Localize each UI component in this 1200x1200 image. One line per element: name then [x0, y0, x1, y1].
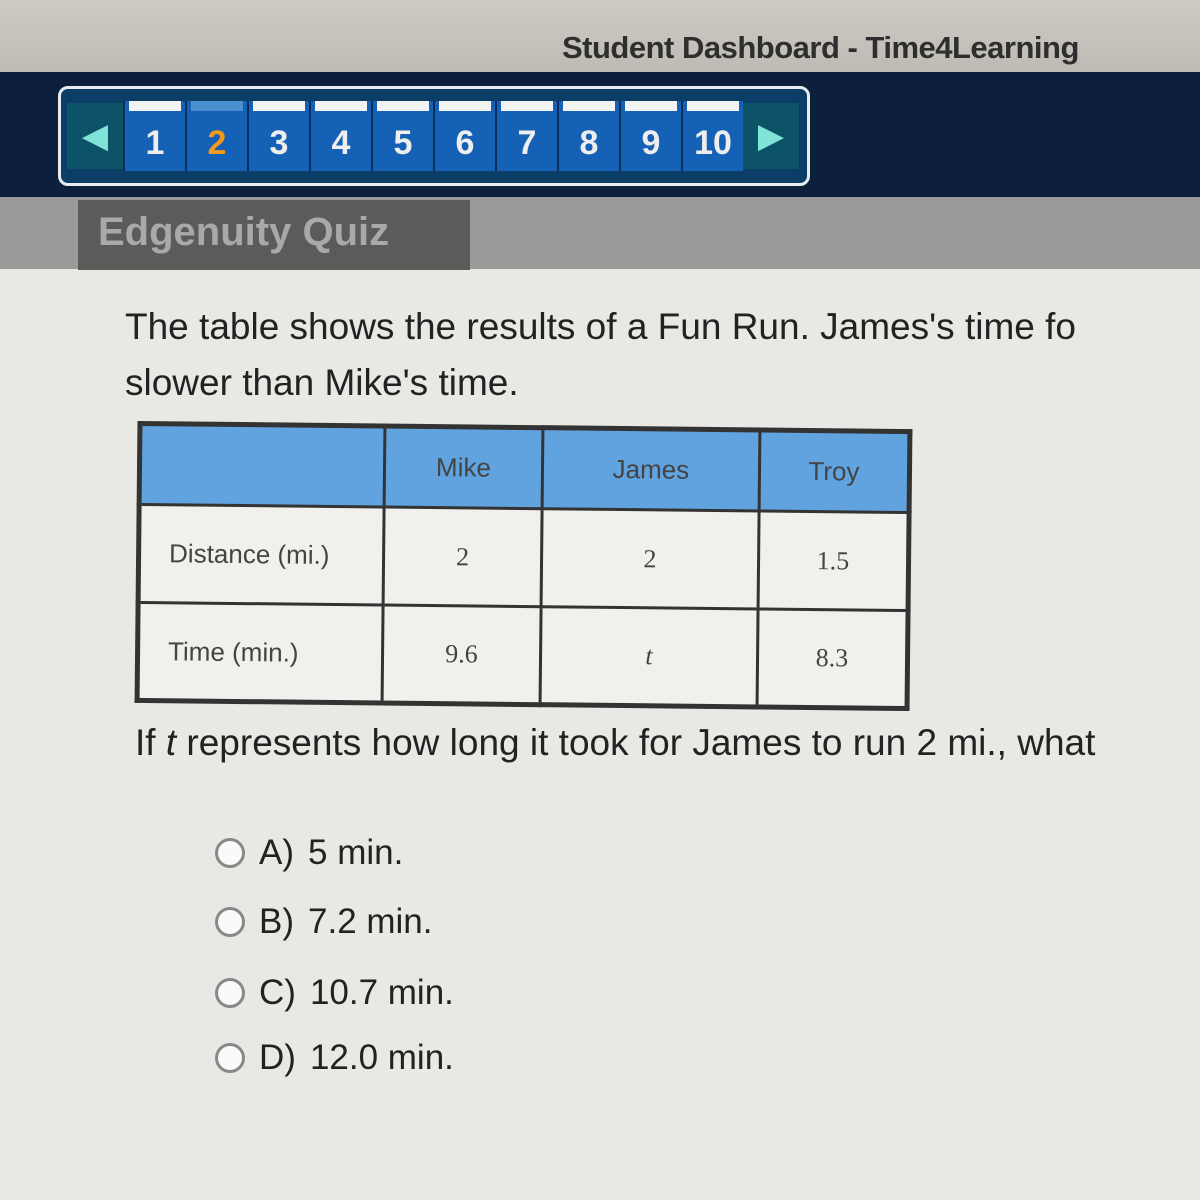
option-c[interactable]: C) 10.7 min. [215, 973, 454, 1013]
option-text: 7.2 min. [308, 902, 433, 941]
header-cell [139, 423, 385, 508]
page-button[interactable]: 6 [433, 101, 495, 171]
header-cell: James [541, 427, 760, 512]
page-button-current[interactable]: 2 [185, 101, 247, 171]
header-cell: Mike [384, 426, 543, 509]
prompt-line-2: slower than Mike's time. [125, 362, 519, 403]
table-cell: 2 [540, 508, 759, 610]
results-table: Mike James Troy Distance (mi.) 2 2 1.5 T… [134, 420, 913, 712]
page-button[interactable]: 9 [619, 101, 681, 171]
table-cell: 1.5 [757, 511, 910, 611]
option-text: 12.0 min. [309, 1038, 454, 1077]
page-button[interactable]: 1 [123, 101, 185, 171]
table-cell: 8.3 [756, 609, 909, 709]
header-cell: Troy [758, 429, 910, 513]
option-letter: C) [259, 973, 296, 1012]
question-variable: t [165, 722, 177, 763]
option-letter: D) [259, 1038, 296, 1077]
table-row: Time (min.) 9.6 t 8.3 [137, 602, 909, 709]
radio-button[interactable] [215, 838, 245, 868]
page-button[interactable]: 8 [557, 101, 619, 171]
prompt-line-1: The table shows the results of a Fun Run… [125, 306, 1076, 347]
option-d[interactable]: D) 12.0 min. [215, 1038, 454, 1078]
window-title: Student Dashboard - Time4Learning [562, 30, 1079, 65]
page-button[interactable]: 3 [247, 101, 309, 171]
table-row: Distance (mi.) 2 2 1.5 [138, 504, 910, 611]
row-label: Time (min.) [137, 602, 384, 704]
prev-arrow-icon[interactable]: ◀ [67, 103, 123, 169]
question-rest: represents how long it took for James to… [176, 722, 1096, 763]
option-letter: B) [259, 902, 294, 941]
option-b[interactable]: B) 7.2 min. [215, 902, 433, 942]
table-cell: 9.6 [382, 605, 541, 705]
radio-button[interactable] [215, 978, 245, 1008]
quiz-title: Edgenuity Quiz [78, 200, 470, 270]
question-pager: ◀ 1 2 3 4 5 6 7 8 9 10 ▶ [58, 86, 810, 186]
table-cell: t [539, 606, 758, 707]
window-titlebar: Student Dashboard - Time4Learning [0, 0, 1200, 72]
option-text: 5 min. [308, 833, 404, 872]
option-a[interactable]: A) 5 min. [215, 833, 403, 873]
table-header-row: Mike James Troy [139, 423, 910, 513]
next-arrow-icon[interactable]: ▶ [743, 103, 799, 169]
question-text: If t represents how long it took for Jam… [135, 722, 1095, 764]
option-text: 10.7 min. [309, 973, 454, 1012]
row-label: Distance (mi.) [138, 504, 385, 606]
page-button[interactable]: 4 [309, 101, 371, 171]
question-prefix: If [135, 722, 166, 763]
page-button[interactable]: 5 [371, 101, 433, 171]
option-letter: A) [259, 833, 294, 872]
page-button[interactable]: 10 [681, 101, 743, 171]
page-button[interactable]: 7 [495, 101, 557, 171]
radio-button[interactable] [215, 907, 245, 937]
table-cell: 2 [383, 507, 542, 607]
radio-button[interactable] [215, 1043, 245, 1073]
